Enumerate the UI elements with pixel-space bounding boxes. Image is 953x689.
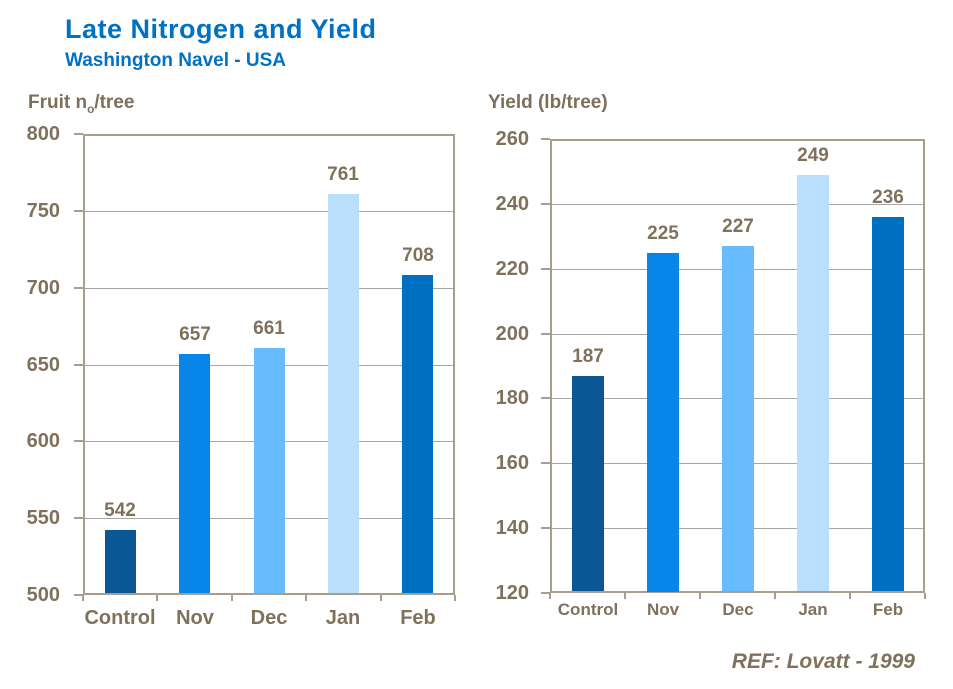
bar-value-label: 542 bbox=[104, 500, 136, 521]
x-category-label: Feb bbox=[872, 600, 904, 619]
y-axis-tick bbox=[74, 517, 83, 519]
bar-nov bbox=[647, 253, 679, 592]
left-axis-title-subscript: o bbox=[87, 102, 95, 116]
x-category-label: Nov bbox=[646, 600, 680, 619]
x-axis-tick bbox=[624, 593, 626, 599]
y-tick-label: 200 bbox=[495, 323, 529, 345]
gridline bbox=[85, 288, 453, 289]
x-axis-tick bbox=[699, 593, 701, 599]
y-tick-label: 260 bbox=[495, 128, 529, 150]
bar-value-label: 227 bbox=[722, 216, 754, 237]
y-tick-label: 500 bbox=[26, 584, 60, 606]
bar-value-label: 249 bbox=[797, 145, 829, 166]
bar-value-label: 225 bbox=[647, 223, 679, 244]
x-axis-tick bbox=[231, 595, 233, 601]
reference-note: REF: Lovatt - 1999 bbox=[731, 650, 915, 673]
bar-value-label: 761 bbox=[327, 164, 359, 185]
bar-value-label: 236 bbox=[872, 187, 904, 208]
x-category-label: Control bbox=[557, 600, 619, 619]
bar-dec bbox=[722, 246, 754, 591]
x-axis-tick bbox=[305, 595, 307, 601]
gridline bbox=[85, 211, 453, 212]
bar-value-label: 661 bbox=[253, 318, 285, 339]
x-category-label: Dec bbox=[250, 607, 288, 629]
y-axis-tick bbox=[541, 268, 550, 270]
bar-control bbox=[105, 530, 136, 593]
y-axis-tick bbox=[541, 333, 550, 335]
x-axis-tick bbox=[454, 595, 456, 601]
y-axis-tick bbox=[74, 210, 83, 212]
y-tick-label: 120 bbox=[495, 582, 529, 604]
left-axis-title-suffix: /tree bbox=[94, 92, 135, 113]
page-title: Late Nitrogen and Yield bbox=[65, 14, 377, 44]
y-tick-label: 140 bbox=[495, 517, 529, 539]
y-tick-label: 750 bbox=[26, 200, 60, 222]
bar-feb bbox=[402, 275, 433, 593]
x-axis-tick bbox=[82, 595, 84, 601]
page-subtitle: Washington Navel - USA bbox=[65, 50, 286, 71]
y-tick-label: 700 bbox=[26, 277, 60, 299]
y-axis-tick bbox=[74, 364, 83, 366]
y-tick-label: 600 bbox=[26, 430, 60, 452]
bar-feb bbox=[872, 217, 904, 591]
y-axis-tick bbox=[541, 203, 550, 205]
bar-value-label: 187 bbox=[572, 346, 604, 367]
gridline bbox=[552, 204, 923, 205]
y-tick-label: 220 bbox=[495, 258, 529, 280]
y-axis-tick bbox=[541, 592, 550, 594]
x-category-label: Jan bbox=[325, 607, 361, 629]
bar-control bbox=[572, 376, 604, 591]
x-axis-tick bbox=[774, 593, 776, 599]
bar-jan bbox=[797, 175, 829, 591]
y-axis-tick bbox=[74, 440, 83, 442]
y-tick-label: 240 bbox=[495, 193, 529, 215]
x-category-label: Dec bbox=[722, 600, 754, 619]
y-tick-label: 180 bbox=[495, 387, 529, 409]
right-chart-axis-title: Yield (lb/tree) bbox=[488, 92, 608, 113]
y-tick-label: 550 bbox=[26, 507, 60, 529]
y-axis-tick bbox=[74, 594, 83, 596]
x-axis-tick bbox=[849, 593, 851, 599]
x-axis-tick bbox=[924, 593, 926, 599]
left-chart-axis-title: Fruit no/tree bbox=[28, 92, 134, 116]
y-axis-tick bbox=[541, 397, 550, 399]
y-tick-label: 160 bbox=[495, 452, 529, 474]
x-category-label: Jan bbox=[798, 600, 828, 619]
x-category-label: Control bbox=[84, 607, 156, 629]
x-category-label: Feb bbox=[400, 607, 436, 629]
y-axis-tick bbox=[541, 527, 550, 529]
x-axis-tick bbox=[156, 595, 158, 601]
x-axis-tick bbox=[380, 595, 382, 601]
x-category-label: Nov bbox=[176, 607, 214, 629]
bar-nov bbox=[179, 354, 210, 593]
y-tick-label: 800 bbox=[26, 123, 60, 145]
x-axis-tick bbox=[549, 593, 551, 599]
bar-jan bbox=[328, 194, 359, 593]
y-tick-label: 650 bbox=[26, 354, 60, 376]
y-axis-tick bbox=[541, 462, 550, 464]
y-axis-tick bbox=[74, 287, 83, 289]
bar-value-label: 657 bbox=[179, 324, 211, 345]
bar-value-label: 708 bbox=[402, 245, 434, 266]
left-axis-title-text: Fruit n bbox=[28, 92, 88, 113]
y-axis-tick bbox=[74, 133, 83, 135]
bar-dec bbox=[254, 348, 285, 593]
y-axis-tick bbox=[541, 138, 550, 140]
